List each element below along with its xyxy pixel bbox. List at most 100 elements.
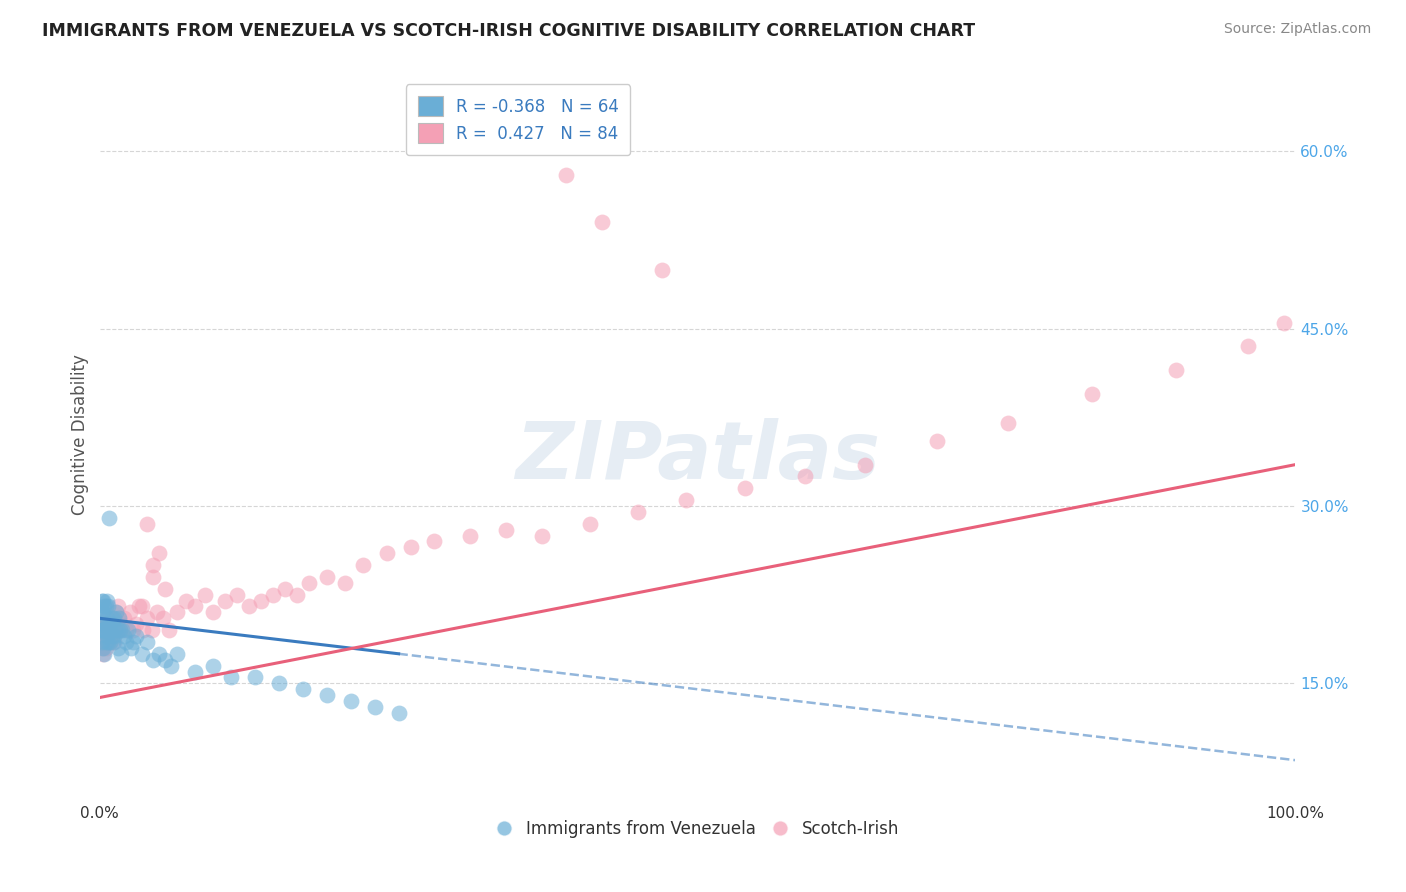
- Point: [91, 623, 114, 637]
- Point: [100, 629, 122, 643]
- Point: [136, 611, 159, 625]
- Point: [794, 469, 817, 483]
- Point: [96, 611, 118, 625]
- Point: [100, 629, 122, 643]
- Point: [333, 575, 356, 590]
- Text: IMMIGRANTS FROM VENEZUELA VS SCOTCH-IRISH COGNITIVE DISABILITY CORRELATION CHART: IMMIGRANTS FROM VENEZUELA VS SCOTCH-IRIS…: [42, 22, 976, 40]
- Point: [107, 599, 129, 614]
- Point: [91, 623, 114, 637]
- Point: [110, 647, 132, 661]
- Point: [184, 665, 207, 679]
- Point: [579, 516, 602, 531]
- Point: [124, 617, 146, 632]
- Point: [100, 611, 122, 625]
- Point: [131, 599, 153, 614]
- Point: [152, 611, 174, 625]
- Point: [100, 617, 122, 632]
- Point: [118, 606, 141, 620]
- Point: [96, 629, 118, 643]
- Point: [112, 611, 135, 625]
- Point: [96, 593, 118, 607]
- Point: [460, 528, 482, 542]
- Point: [298, 575, 321, 590]
- Point: [853, 458, 876, 472]
- Point: [388, 706, 411, 720]
- Point: [100, 611, 122, 625]
- Point: [124, 629, 146, 643]
- Point: [100, 635, 122, 649]
- Point: [90, 629, 112, 643]
- Point: [531, 528, 554, 542]
- Point: [91, 623, 114, 637]
- Point: [315, 688, 337, 702]
- Point: [285, 588, 308, 602]
- Point: [91, 593, 114, 607]
- Point: [166, 606, 188, 620]
- Point: [107, 623, 129, 637]
- Point: [128, 599, 150, 614]
- Point: [108, 623, 131, 637]
- Point: [90, 617, 112, 632]
- Point: [115, 635, 138, 649]
- Point: [107, 623, 129, 637]
- Point: [97, 617, 120, 632]
- Point: [103, 629, 125, 643]
- Point: [100, 617, 122, 632]
- Point: [93, 599, 115, 614]
- Point: [105, 606, 128, 620]
- Point: [93, 647, 115, 661]
- Point: [97, 599, 120, 614]
- Point: [107, 611, 129, 625]
- Point: [148, 546, 170, 560]
- Point: [1236, 339, 1258, 353]
- Point: [90, 617, 112, 632]
- Point: [98, 623, 121, 637]
- Point: [238, 599, 260, 614]
- Point: [94, 617, 117, 632]
- Point: [91, 617, 114, 632]
- Point: [91, 647, 114, 661]
- Point: [104, 623, 127, 637]
- Point: [131, 647, 153, 661]
- Point: [160, 658, 183, 673]
- Point: [115, 623, 138, 637]
- Point: [675, 493, 697, 508]
- Point: [142, 558, 165, 573]
- Point: [214, 593, 236, 607]
- Point: [291, 682, 314, 697]
- Point: [91, 593, 114, 607]
- Point: [136, 516, 159, 531]
- Point: [91, 635, 114, 649]
- Point: [184, 599, 207, 614]
- Point: [101, 617, 124, 632]
- Point: [97, 635, 120, 649]
- Point: [108, 623, 131, 637]
- Point: [103, 635, 125, 649]
- Point: [100, 635, 122, 649]
- Point: [111, 623, 134, 637]
- Point: [122, 635, 145, 649]
- Point: [202, 606, 225, 620]
- Point: [166, 647, 188, 661]
- Point: [91, 640, 114, 655]
- Point: [91, 606, 114, 620]
- Point: [363, 700, 385, 714]
- Point: [107, 611, 129, 625]
- Point: [97, 635, 120, 649]
- Point: [120, 640, 142, 655]
- Point: [339, 694, 361, 708]
- Point: [93, 635, 115, 649]
- Point: [202, 658, 225, 673]
- Point: [122, 623, 145, 637]
- Point: [591, 215, 613, 229]
- Point: [136, 635, 159, 649]
- Point: [142, 570, 165, 584]
- Point: [96, 629, 118, 643]
- Point: [1081, 386, 1104, 401]
- Point: [146, 606, 169, 620]
- Point: [243, 670, 266, 684]
- Point: [651, 262, 673, 277]
- Point: [97, 617, 120, 632]
- Point: [90, 623, 112, 637]
- Point: [91, 606, 114, 620]
